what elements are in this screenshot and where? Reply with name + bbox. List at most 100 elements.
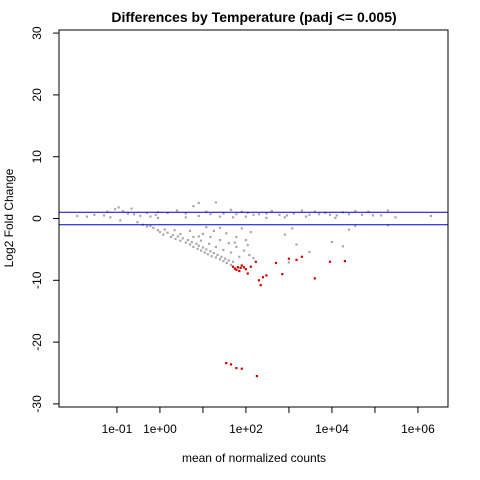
data-point <box>173 229 176 232</box>
data-point <box>212 229 215 232</box>
significant-point <box>239 266 242 269</box>
data-point <box>354 224 357 227</box>
data-point <box>179 239 182 242</box>
y-tick-label: 30 <box>30 26 44 40</box>
significant-point <box>249 265 252 268</box>
data-point <box>169 235 172 239</box>
significant-point <box>257 279 260 282</box>
data-point <box>199 239 203 242</box>
data-point <box>209 213 212 216</box>
significant-point <box>240 264 243 267</box>
data-point <box>335 214 338 217</box>
data-point <box>222 260 225 263</box>
data-point <box>181 237 184 240</box>
data-point <box>214 245 217 248</box>
significant-point <box>254 260 257 263</box>
significant-point <box>255 375 258 378</box>
data-point <box>117 206 120 209</box>
data-point <box>429 214 432 218</box>
data-point <box>205 248 208 251</box>
data-point <box>195 242 198 245</box>
plot-area <box>59 201 448 378</box>
significant-point <box>265 274 268 277</box>
data-point <box>229 251 233 254</box>
significant-point <box>233 267 236 270</box>
data-point <box>175 209 179 212</box>
data-point <box>229 263 233 266</box>
data-point <box>197 235 200 238</box>
data-point <box>212 252 215 255</box>
significant-point <box>244 268 247 271</box>
data-point <box>132 213 136 216</box>
significant-point <box>300 255 303 258</box>
data-point <box>203 251 206 254</box>
data-point <box>166 231 169 234</box>
significant-point <box>313 277 316 280</box>
data-point <box>126 212 129 215</box>
data-point <box>179 232 182 236</box>
significant-point <box>274 261 278 265</box>
data-point <box>136 221 139 224</box>
data-point <box>300 209 303 212</box>
y-tick-label: -10 <box>30 271 44 289</box>
data-point <box>330 240 333 244</box>
data-point <box>229 208 233 211</box>
significant-point <box>229 363 233 366</box>
significant-point <box>246 272 249 275</box>
significant-point <box>261 276 265 279</box>
data-point <box>283 233 286 236</box>
data-point <box>380 214 383 217</box>
data-point <box>206 253 209 256</box>
data-point <box>244 239 247 242</box>
data-point <box>85 215 88 218</box>
data-point <box>106 210 109 213</box>
data-point <box>295 243 298 246</box>
data-point <box>93 213 96 216</box>
data-point <box>149 224 152 227</box>
data-point <box>248 253 251 257</box>
data-point <box>367 210 370 213</box>
data-point <box>171 234 174 237</box>
significant-point <box>235 367 238 370</box>
data-point <box>224 257 227 260</box>
y-axis: -30 -20 -10 0 10 20 30 <box>30 26 59 413</box>
data-point <box>184 216 187 219</box>
data-point <box>222 248 225 252</box>
significant-point <box>240 367 243 370</box>
data-point <box>184 212 187 215</box>
y-tick-label: -20 <box>30 333 44 351</box>
data-point <box>354 210 357 213</box>
data-point <box>257 213 260 216</box>
data-point <box>386 209 389 212</box>
data-point <box>186 239 190 242</box>
data-point <box>308 250 311 253</box>
data-point <box>291 227 294 230</box>
y-tick-label: 0 <box>30 215 44 222</box>
data-point <box>308 213 311 216</box>
data-point <box>156 216 160 219</box>
x-tick-label: 1e+06 <box>401 422 435 436</box>
data-point <box>216 253 219 257</box>
data-point <box>249 231 252 234</box>
data-point <box>196 247 199 250</box>
data-point <box>360 213 364 216</box>
data-point <box>188 243 192 246</box>
data-point <box>152 226 155 229</box>
data-point <box>328 213 332 216</box>
data-point <box>235 213 238 216</box>
chart-title: Differences by Temperature (padj <= 0.00… <box>111 9 396 25</box>
data-point <box>231 260 235 263</box>
data-point <box>304 215 308 218</box>
x-axis: 1e-01 1e+00 1e+02 1e+04 1e+06 <box>102 407 435 436</box>
data-point <box>317 213 321 216</box>
data-point <box>214 201 217 204</box>
data-point <box>246 211 249 214</box>
data-point <box>235 245 238 248</box>
data-point <box>334 216 337 219</box>
y-tick-label: 10 <box>30 150 44 164</box>
data-point <box>176 235 179 238</box>
data-point <box>109 216 112 219</box>
data-point <box>252 257 255 260</box>
significant-point <box>235 268 238 271</box>
